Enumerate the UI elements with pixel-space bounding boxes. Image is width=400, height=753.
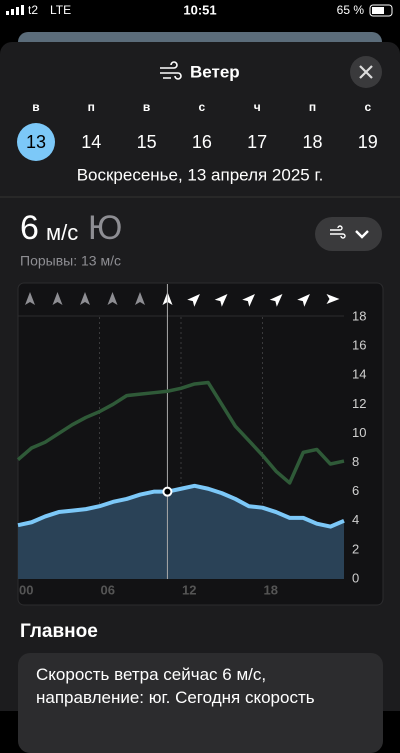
selected-day <box>17 123 55 161</box>
date: 15 <box>137 132 157 152</box>
y-tick-label: 16 <box>352 338 366 353</box>
mode-button[interactable] <box>315 217 382 251</box>
unit: м/с <box>46 220 78 245</box>
battery-text: 65 % <box>337 3 365 17</box>
direction-arrow <box>242 294 255 307</box>
network: LTE <box>50 3 71 17</box>
weekday: с <box>199 100 206 114</box>
date: 13 <box>26 132 46 152</box>
carrier: t2 <box>28 3 38 17</box>
weekday: с <box>364 100 371 114</box>
direction-arrow <box>269 294 283 307</box>
direction-arrow <box>214 294 228 307</box>
x-tick-label: 06 <box>101 582 115 597</box>
y-tick-label: 4 <box>352 512 359 527</box>
direction-arrow <box>326 294 340 304</box>
direction-arrow <box>80 292 90 305</box>
direction-arrow <box>135 292 145 305</box>
section-title: Главное <box>20 621 98 642</box>
direction-arrow <box>297 294 310 307</box>
date-line: Воскресенье, 13 апреля 2025 г. <box>77 165 324 184</box>
wind-chart: 0 2 4 6 8 10 12 14 16 18 00 06 12 18 <box>16 284 366 597</box>
date: 16 <box>192 132 212 152</box>
weekday: в <box>143 100 150 114</box>
y-tick-label: 14 <box>352 367 366 382</box>
weekday: п <box>88 100 95 114</box>
weekday: п <box>309 100 316 114</box>
date: 19 <box>358 132 378 152</box>
x-tick-label: 12 <box>182 582 196 597</box>
series-line <box>16 380 345 485</box>
series-line <box>17 483 345 529</box>
direction-arrow <box>52 292 63 305</box>
close-button[interactable] <box>350 56 382 88</box>
y-tick-label: 2 <box>352 541 359 556</box>
signal <box>6 5 24 15</box>
current-point <box>162 486 173 497</box>
y-tick-label: 12 <box>352 396 366 411</box>
date: 14 <box>81 132 101 152</box>
direction: Ю <box>88 209 122 247</box>
wind-icon <box>160 61 182 80</box>
clock: 10:51 <box>183 2 216 17</box>
gusts: Порывы: 13 м/с <box>20 253 121 269</box>
y-tick-label: 8 <box>352 454 359 469</box>
y-tick-label: 18 <box>352 308 366 323</box>
summary-text: Скорость ветра сейчас 6 м/с, направление… <box>36 665 315 707</box>
weekday: в <box>32 100 39 114</box>
date: 17 <box>247 132 267 152</box>
screen: t2 LTE 10:51 65 % Ветер Воскресенье, 13 … <box>0 2 400 711</box>
x-tick-label: 18 <box>264 582 278 597</box>
direction-arrow <box>25 292 35 305</box>
direction-arrow <box>107 292 118 305</box>
summary-card: Скорость ветра сейчас 6 м/с, направление… <box>18 653 383 753</box>
y-tick-label: 6 <box>352 483 359 498</box>
battery-icon <box>369 4 393 17</box>
date: 18 <box>302 132 322 152</box>
speed: 6 <box>20 209 39 247</box>
direction-arrow <box>187 294 200 307</box>
y-tick-label: 10 <box>352 425 366 440</box>
weekday: ч <box>254 100 261 114</box>
title: Ветер <box>190 62 240 81</box>
y-tick-label: 0 <box>352 570 359 585</box>
x-tick-label: 00 <box>19 582 33 597</box>
